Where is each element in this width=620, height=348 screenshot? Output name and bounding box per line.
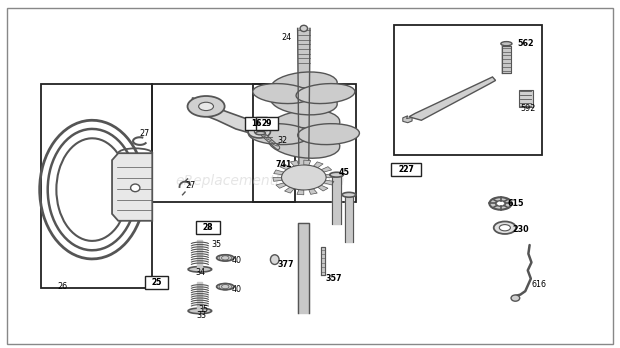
Text: 32: 32 — [278, 136, 288, 145]
Circle shape — [499, 224, 510, 231]
Polygon shape — [314, 162, 323, 168]
Polygon shape — [324, 180, 334, 185]
Text: 26: 26 — [58, 282, 68, 291]
Text: 616: 616 — [531, 280, 546, 289]
Text: 377: 377 — [278, 260, 294, 269]
Text: 35: 35 — [198, 306, 209, 314]
Ellipse shape — [188, 267, 211, 272]
Polygon shape — [409, 77, 495, 120]
Circle shape — [495, 201, 505, 206]
Bar — [519, 90, 533, 108]
Ellipse shape — [255, 131, 265, 135]
Circle shape — [494, 221, 516, 234]
Polygon shape — [297, 190, 304, 195]
Text: 592: 592 — [520, 104, 536, 113]
Text: 25: 25 — [151, 278, 162, 287]
Circle shape — [198, 102, 213, 111]
Text: 34: 34 — [195, 268, 206, 277]
Text: 562: 562 — [517, 39, 534, 48]
Ellipse shape — [298, 124, 360, 145]
Ellipse shape — [270, 255, 279, 264]
Circle shape — [489, 197, 511, 210]
Polygon shape — [298, 29, 310, 164]
Ellipse shape — [268, 127, 340, 158]
Text: 741: 741 — [276, 160, 293, 169]
Polygon shape — [502, 46, 511, 73]
Ellipse shape — [342, 192, 356, 197]
Polygon shape — [304, 160, 311, 165]
Polygon shape — [290, 160, 299, 166]
Ellipse shape — [330, 172, 343, 177]
Text: 25: 25 — [151, 278, 162, 287]
Text: 16: 16 — [251, 119, 262, 128]
Text: 28: 28 — [203, 223, 213, 232]
Ellipse shape — [131, 184, 140, 192]
Text: 227: 227 — [398, 165, 414, 174]
Circle shape — [248, 126, 270, 138]
Polygon shape — [197, 282, 202, 309]
Ellipse shape — [511, 295, 520, 301]
Ellipse shape — [300, 25, 308, 32]
Ellipse shape — [216, 255, 234, 261]
Text: 35: 35 — [211, 240, 221, 249]
Polygon shape — [403, 116, 412, 123]
Bar — [246, 117, 267, 130]
Bar — [391, 163, 421, 176]
Text: 227: 227 — [398, 165, 414, 174]
Polygon shape — [285, 187, 294, 193]
Bar — [41, 84, 153, 288]
Ellipse shape — [188, 308, 211, 314]
Circle shape — [281, 165, 326, 190]
Bar — [256, 117, 278, 130]
Text: 27: 27 — [140, 129, 149, 137]
Polygon shape — [317, 185, 328, 191]
Ellipse shape — [296, 84, 355, 104]
Text: 615: 615 — [508, 199, 525, 208]
Ellipse shape — [270, 88, 337, 115]
Text: eReplacementParts.com: eReplacementParts.com — [175, 174, 345, 188]
Ellipse shape — [248, 124, 310, 145]
Text: 27: 27 — [185, 181, 195, 190]
Polygon shape — [345, 195, 353, 242]
Polygon shape — [276, 183, 286, 188]
Bar — [394, 25, 542, 155]
Text: 24: 24 — [281, 33, 291, 42]
Text: 29: 29 — [262, 119, 272, 128]
Polygon shape — [321, 247, 325, 275]
Polygon shape — [280, 164, 290, 170]
Polygon shape — [197, 240, 202, 267]
Polygon shape — [192, 98, 267, 135]
Polygon shape — [298, 222, 309, 313]
Text: 357: 357 — [326, 274, 342, 283]
Ellipse shape — [253, 84, 312, 104]
Bar — [253, 84, 356, 202]
Polygon shape — [332, 175, 341, 224]
Polygon shape — [273, 170, 284, 175]
Bar — [196, 221, 219, 234]
Text: 40: 40 — [231, 256, 241, 265]
Text: 45: 45 — [339, 168, 350, 177]
Text: 28: 28 — [203, 223, 213, 232]
Ellipse shape — [216, 284, 234, 290]
Circle shape — [254, 129, 264, 134]
Ellipse shape — [501, 42, 512, 46]
Text: 29: 29 — [262, 119, 272, 128]
Polygon shape — [112, 153, 153, 221]
Text: 230: 230 — [512, 225, 529, 234]
Polygon shape — [273, 177, 282, 181]
Text: 16: 16 — [251, 119, 261, 128]
Bar — [145, 276, 169, 289]
Polygon shape — [326, 174, 335, 177]
Polygon shape — [309, 189, 317, 195]
Polygon shape — [321, 167, 332, 172]
Bar — [153, 84, 294, 202]
Circle shape — [187, 96, 224, 117]
Text: 33: 33 — [196, 311, 206, 320]
Ellipse shape — [270, 72, 337, 99]
Text: 40: 40 — [231, 285, 241, 294]
Ellipse shape — [268, 110, 340, 141]
